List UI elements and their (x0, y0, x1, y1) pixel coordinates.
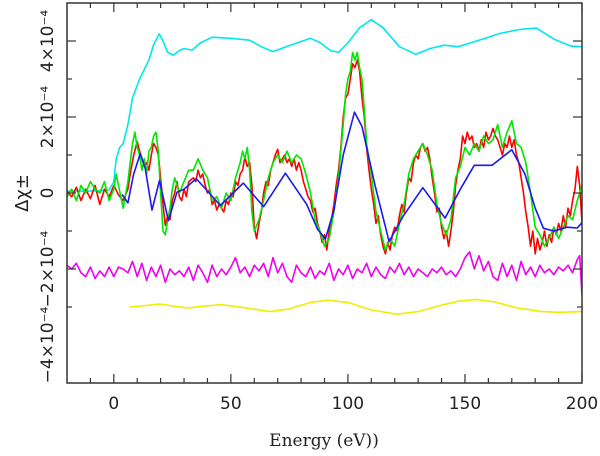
series-line-3 (128, 298, 582, 315)
series-layer (67, 18, 582, 315)
x-tick-label: 0 (108, 394, 119, 414)
x-tick-label: 50 (220, 394, 242, 414)
series-line-2 (67, 251, 582, 296)
series-line-5 (67, 51, 582, 251)
y-tick-label: 4×10⁻⁴ (38, 10, 58, 73)
y-tick-label: 2×10⁻⁴ (38, 86, 58, 149)
y-tick-label: 0 (38, 188, 58, 199)
x-tick-label: 150 (449, 394, 481, 414)
x-axis-label: Energy (eV)) (269, 431, 379, 451)
x-tick-label: 200 (566, 394, 598, 414)
tick-layer: 0 50 100 150 200 −4×10⁻⁴−2×10⁻⁴ 0 2×10⁻⁴ 4×10⁻⁴ (38, 3, 598, 414)
series-line-4 (67, 59, 582, 255)
plot-frame (66, 2, 583, 384)
y-axis-label: Δχ± (12, 174, 33, 212)
series-line-6 (121, 111, 582, 243)
series-line-1 (67, 18, 582, 192)
y-tick-label: −2×10⁻⁴ (38, 230, 58, 307)
x-tick-label: 100 (332, 394, 364, 414)
y-tick-label: −4×10⁻⁴ (38, 306, 58, 383)
